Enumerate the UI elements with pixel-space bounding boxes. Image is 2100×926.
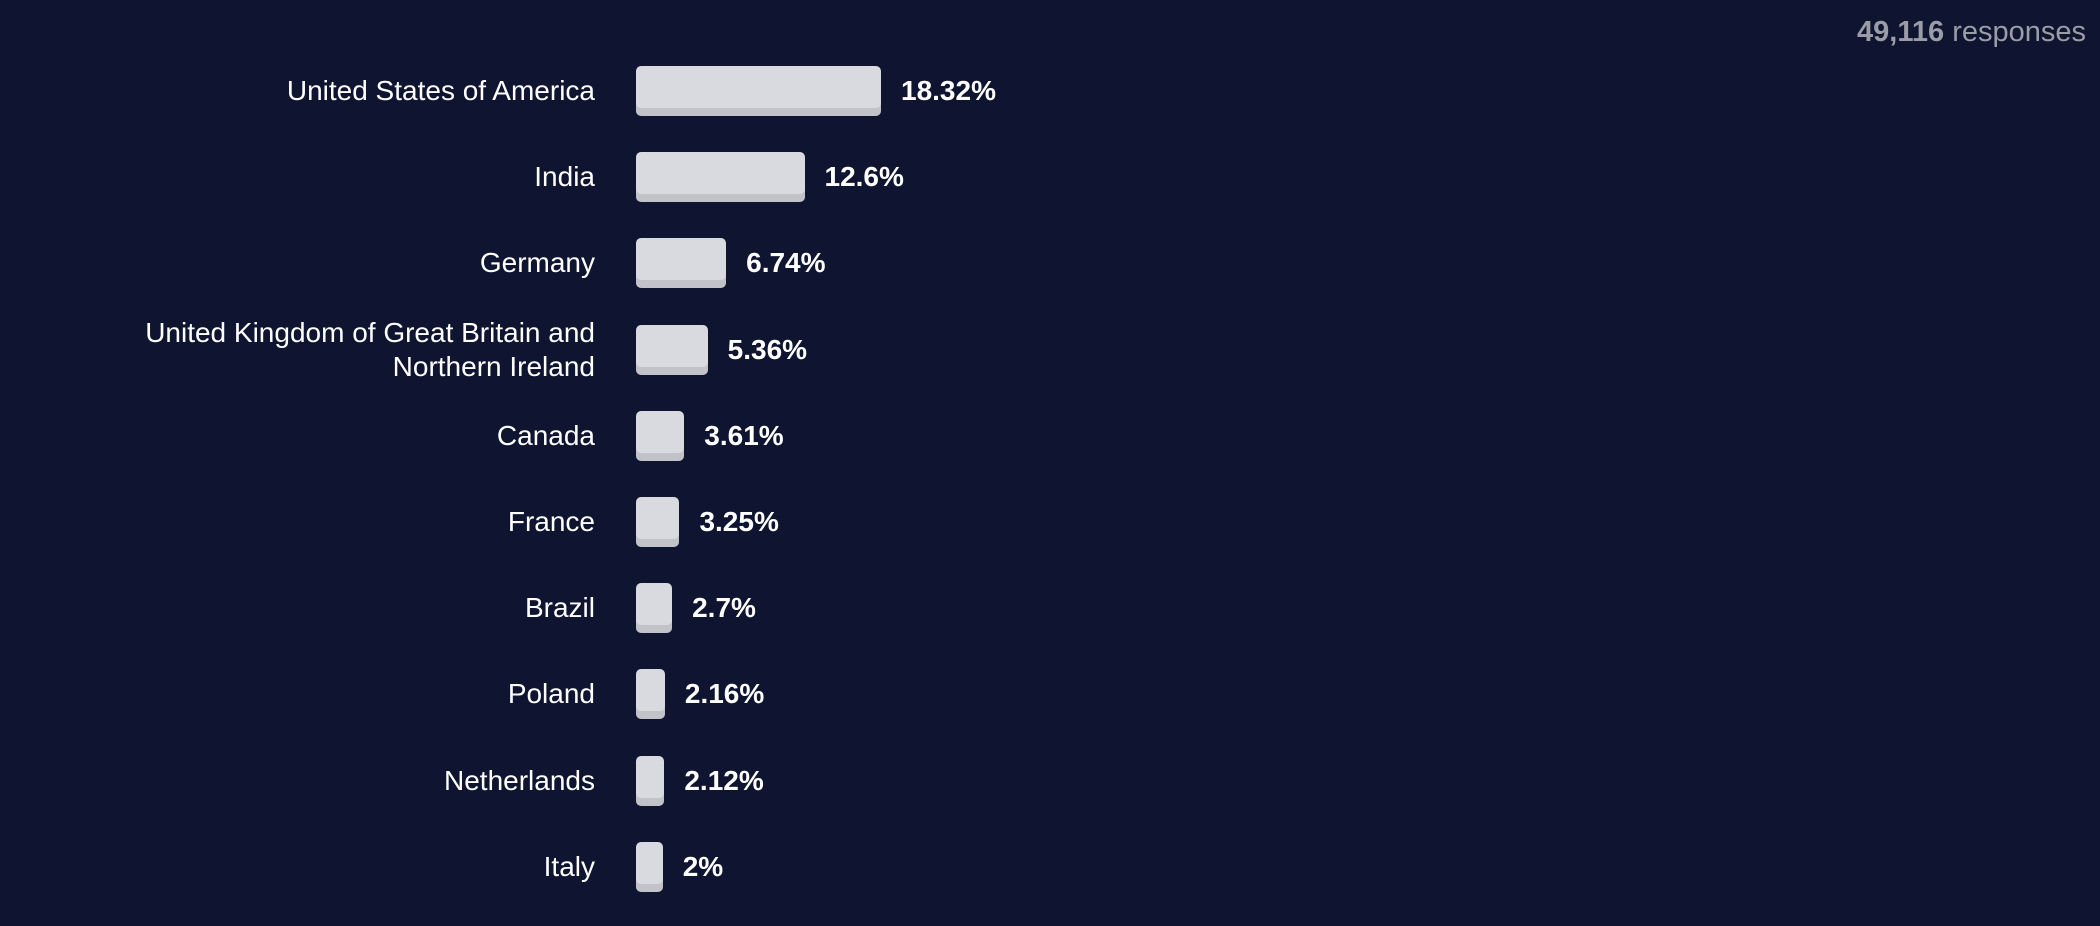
bar: [636, 410, 685, 461]
category-label: United Kingdom of Great Britain and Nort…: [145, 316, 595, 382]
bar: [636, 66, 881, 116]
category-label: Netherlands: [444, 764, 595, 796]
value-label: 2.7%: [692, 592, 756, 624]
bar: [636, 152, 805, 203]
category-label: Brazil: [524, 592, 595, 624]
response-number: 49,116: [1857, 16, 1945, 48]
value-label: 6.74%: [746, 247, 826, 279]
bar: [636, 583, 673, 634]
category-label: Germany: [479, 247, 595, 279]
bar: [636, 755, 665, 806]
value-label: 3.25%: [699, 506, 779, 537]
response-count: 49,116 responses: [1857, 16, 2086, 49]
value-label: 2%: [682, 850, 724, 882]
bar: [636, 841, 663, 892]
value-label: 2.12%: [684, 764, 764, 796]
category-label: Poland: [507, 678, 595, 710]
category-label: India: [534, 161, 595, 193]
bar: [636, 324, 708, 375]
response-label: responses: [1952, 16, 2086, 48]
bar: [636, 497, 680, 547]
value-label: 18.32%: [901, 75, 996, 106]
category-label: United States of America: [286, 75, 595, 106]
value-label: 3.61%: [704, 419, 784, 451]
value-label: 2.16%: [684, 678, 765, 710]
value-label: 5.36%: [727, 333, 808, 365]
value-label: 12.6%: [824, 161, 904, 193]
category-label: Italy: [543, 850, 595, 882]
bar: [636, 669, 665, 720]
bar: [636, 238, 727, 289]
category-label: France: [507, 506, 595, 537]
category-label: Canada: [496, 419, 595, 451]
